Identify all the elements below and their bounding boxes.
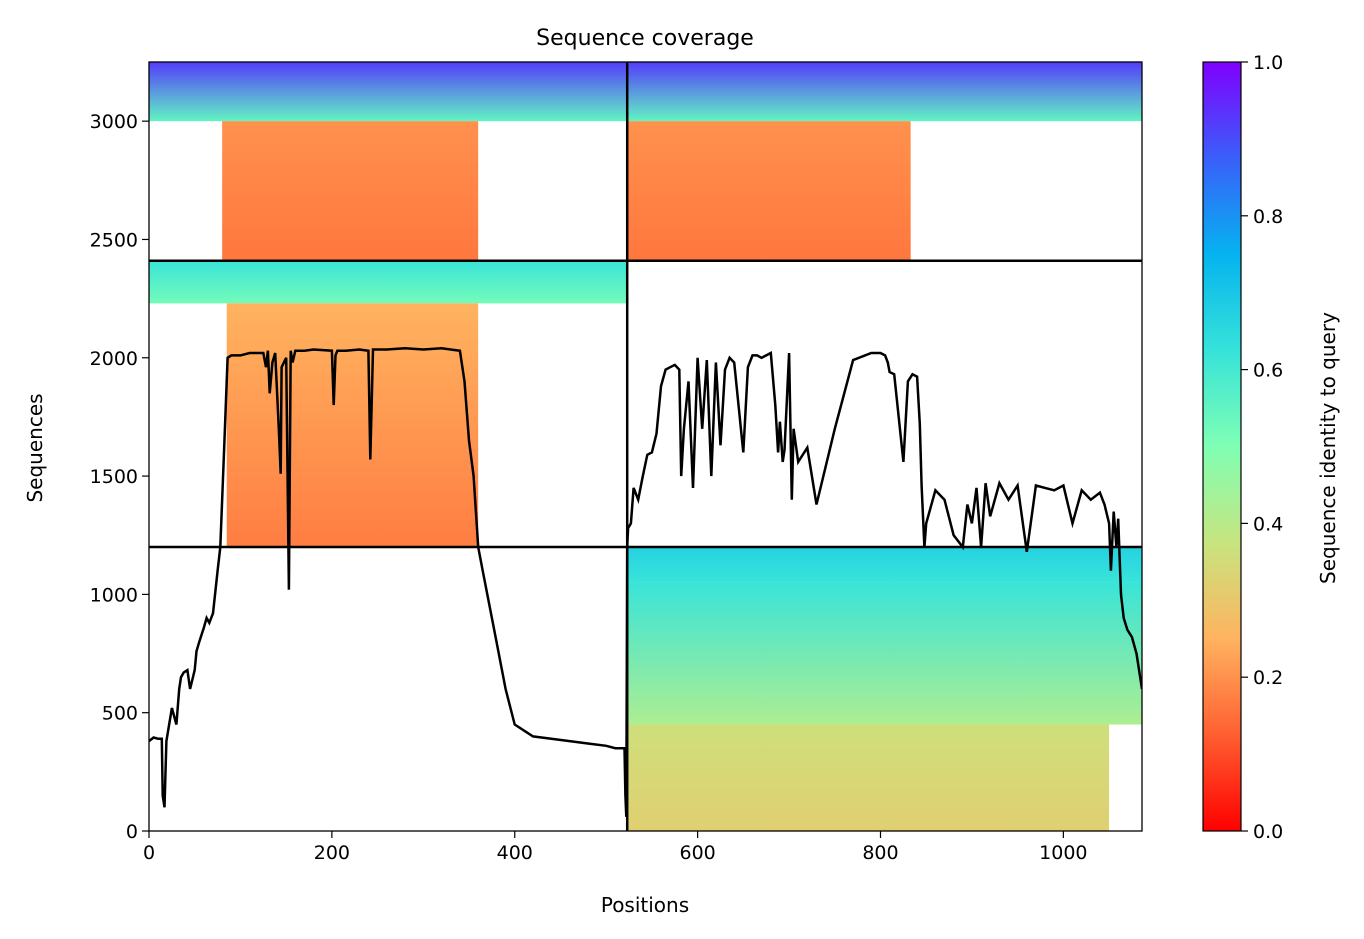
colorbar-tick-label: 1.0 (1253, 52, 1283, 74)
x-tick-label: 600 (679, 842, 715, 864)
colorbar-tick-label: 0.0 (1253, 821, 1283, 843)
x-tick-label: 400 (497, 842, 533, 864)
coverage-blocks (149, 62, 1142, 831)
coverage-block (627, 582, 1142, 725)
colorbar-tick-label: 0.6 (1253, 360, 1283, 382)
y-axis-label: Sequences (23, 393, 47, 502)
colorbar-tick-label: 0.8 (1253, 206, 1283, 228)
coverage-line (149, 347, 1142, 817)
coverage-block (627, 62, 1142, 122)
coverage-block (627, 121, 911, 261)
y-axis: 0 500 1000 1500 2000 2500 3000 (90, 111, 149, 843)
coverage-block (226, 303, 479, 548)
y-tick-label: 1000 (90, 584, 138, 606)
x-tick-label: 0 (143, 842, 155, 864)
colorbar-tick-label: 0.4 (1253, 513, 1283, 535)
coverage-block (149, 62, 628, 122)
x-axis-label: Positions (601, 893, 689, 917)
colorbar-ticks: 0.0 0.2 0.4 0.6 0.8 1.0 (1241, 52, 1283, 843)
colorbar-tick-label: 0.2 (1253, 667, 1283, 689)
y-tick-label: 500 (102, 703, 138, 725)
x-axis: 0 200 400 600 800 1000 (143, 831, 1088, 864)
colorbar-label: Sequence identity to query (1316, 312, 1340, 584)
x-tick-label: 800 (862, 842, 898, 864)
y-tick-label: 3000 (90, 111, 138, 133)
plot-frame (148, 61, 1143, 832)
y-tick-label: 2000 (90, 348, 138, 370)
chart-title: Sequence coverage (536, 26, 754, 51)
coverage-block (627, 724, 1110, 831)
y-tick-label: 2500 (90, 229, 138, 251)
x-tick-label: 1000 (1039, 842, 1087, 864)
colorbar-gradient (1202, 61, 1242, 832)
colorbar: 0.0 0.2 0.4 0.6 0.8 1.0 Sequence identity to … (1202, 52, 1340, 843)
plot-area (149, 62, 1142, 831)
y-tick-label: 1500 (90, 466, 138, 488)
x-tick-label: 200 (314, 842, 350, 864)
y-tick-label: 0 (126, 821, 138, 843)
coverage-block (149, 260, 628, 304)
coverage-block (627, 547, 1142, 583)
coverage-block (222, 121, 479, 261)
